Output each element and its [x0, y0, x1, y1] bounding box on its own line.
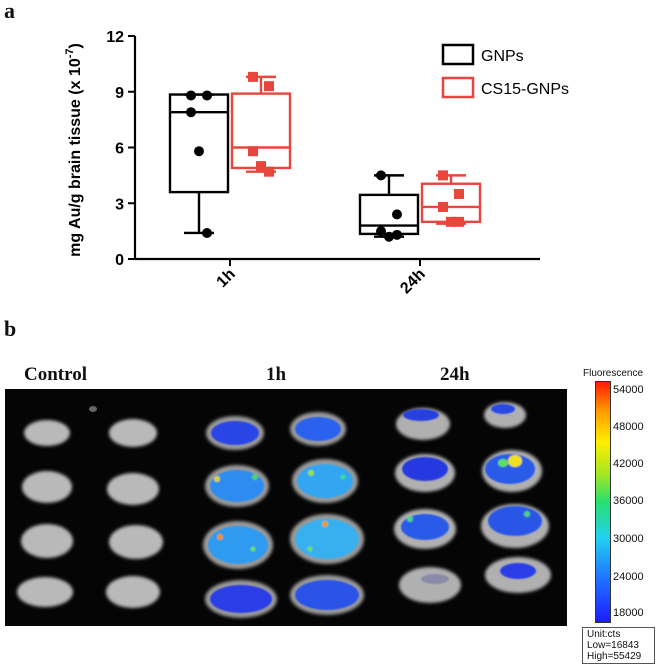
group-label-1h: 1h [266, 364, 287, 385]
group-label-24h: 24h [440, 364, 470, 385]
24h-slices-signal [401, 404, 542, 584]
data-point [446, 216, 456, 227]
data-point [438, 170, 448, 181]
box-iqr [358, 193, 420, 236]
x-tick-label: 1h [214, 266, 239, 291]
data-point [376, 170, 386, 181]
artifact-dot [89, 406, 97, 412]
fluorescence-colorbar [595, 381, 611, 623]
y-tick-label: 6 [115, 141, 124, 158]
x-tick-label: 24h [397, 266, 429, 298]
box-iqr [168, 93, 230, 194]
colorbar-tick: 54000 [613, 384, 644, 396]
units-text: Unit:cts [587, 629, 621, 640]
data-point [186, 90, 196, 101]
brain-fluorescence-image [5, 389, 567, 626]
data-point [264, 166, 274, 177]
brain-slices-graphic [17, 402, 551, 618]
data-point [376, 226, 386, 237]
box-plot-chart: 0 3 6 9 12 mg Au/g brain tissue (x 10-7) 1h 24h… [64, 29, 569, 298]
colorbar-tick: 36000 [613, 495, 644, 507]
panel-a-label: a [4, 0, 15, 23]
data-point [438, 201, 448, 212]
low-value-text: Low=16843 [587, 640, 639, 651]
intensity-range-box: Unit:cts Low=16843 High=55429 [582, 627, 655, 664]
data-point [248, 146, 258, 157]
y-tick-label: 0 [115, 252, 124, 269]
data-point [454, 216, 464, 227]
colorbar-tick: 48000 [613, 421, 644, 433]
y-axis-label: mg Au/g brain tissue (x 10-7) [64, 43, 84, 257]
control-slices [17, 419, 163, 608]
data-point [186, 107, 196, 118]
data-point [392, 209, 402, 220]
panel-b-label: b [4, 316, 17, 341]
data-point [454, 188, 464, 199]
colorbar-title: Fluorescence [583, 368, 644, 379]
box-iqr [230, 92, 292, 170]
data-point [256, 161, 266, 172]
legend-label: GNPs [481, 48, 524, 65]
y-tick-label: 12 [106, 29, 124, 46]
data-point [384, 231, 394, 242]
legend-label: CS15-GNPs [481, 81, 569, 98]
y-tick-label: 9 [115, 85, 124, 102]
colorbar-tick: 42000 [613, 458, 644, 470]
colorbar-tick: 18000 [613, 607, 644, 619]
1h-slices-signal [208, 417, 359, 613]
colorbar-tick: 30000 [613, 533, 644, 545]
data-point [248, 71, 258, 82]
legend-swatch [441, 43, 475, 66]
legend-swatch [441, 76, 475, 99]
data-point [392, 229, 402, 240]
high-value-text: High=55429 [587, 651, 642, 662]
data-point [264, 81, 274, 92]
group-label-control: Control [24, 364, 87, 385]
colorbar-tick: 24000 [613, 571, 644, 583]
y-tick-label: 3 [115, 196, 124, 213]
data-point [202, 227, 212, 238]
data-point [202, 90, 212, 101]
data-point [194, 146, 204, 157]
box-iqr [420, 182, 482, 224]
